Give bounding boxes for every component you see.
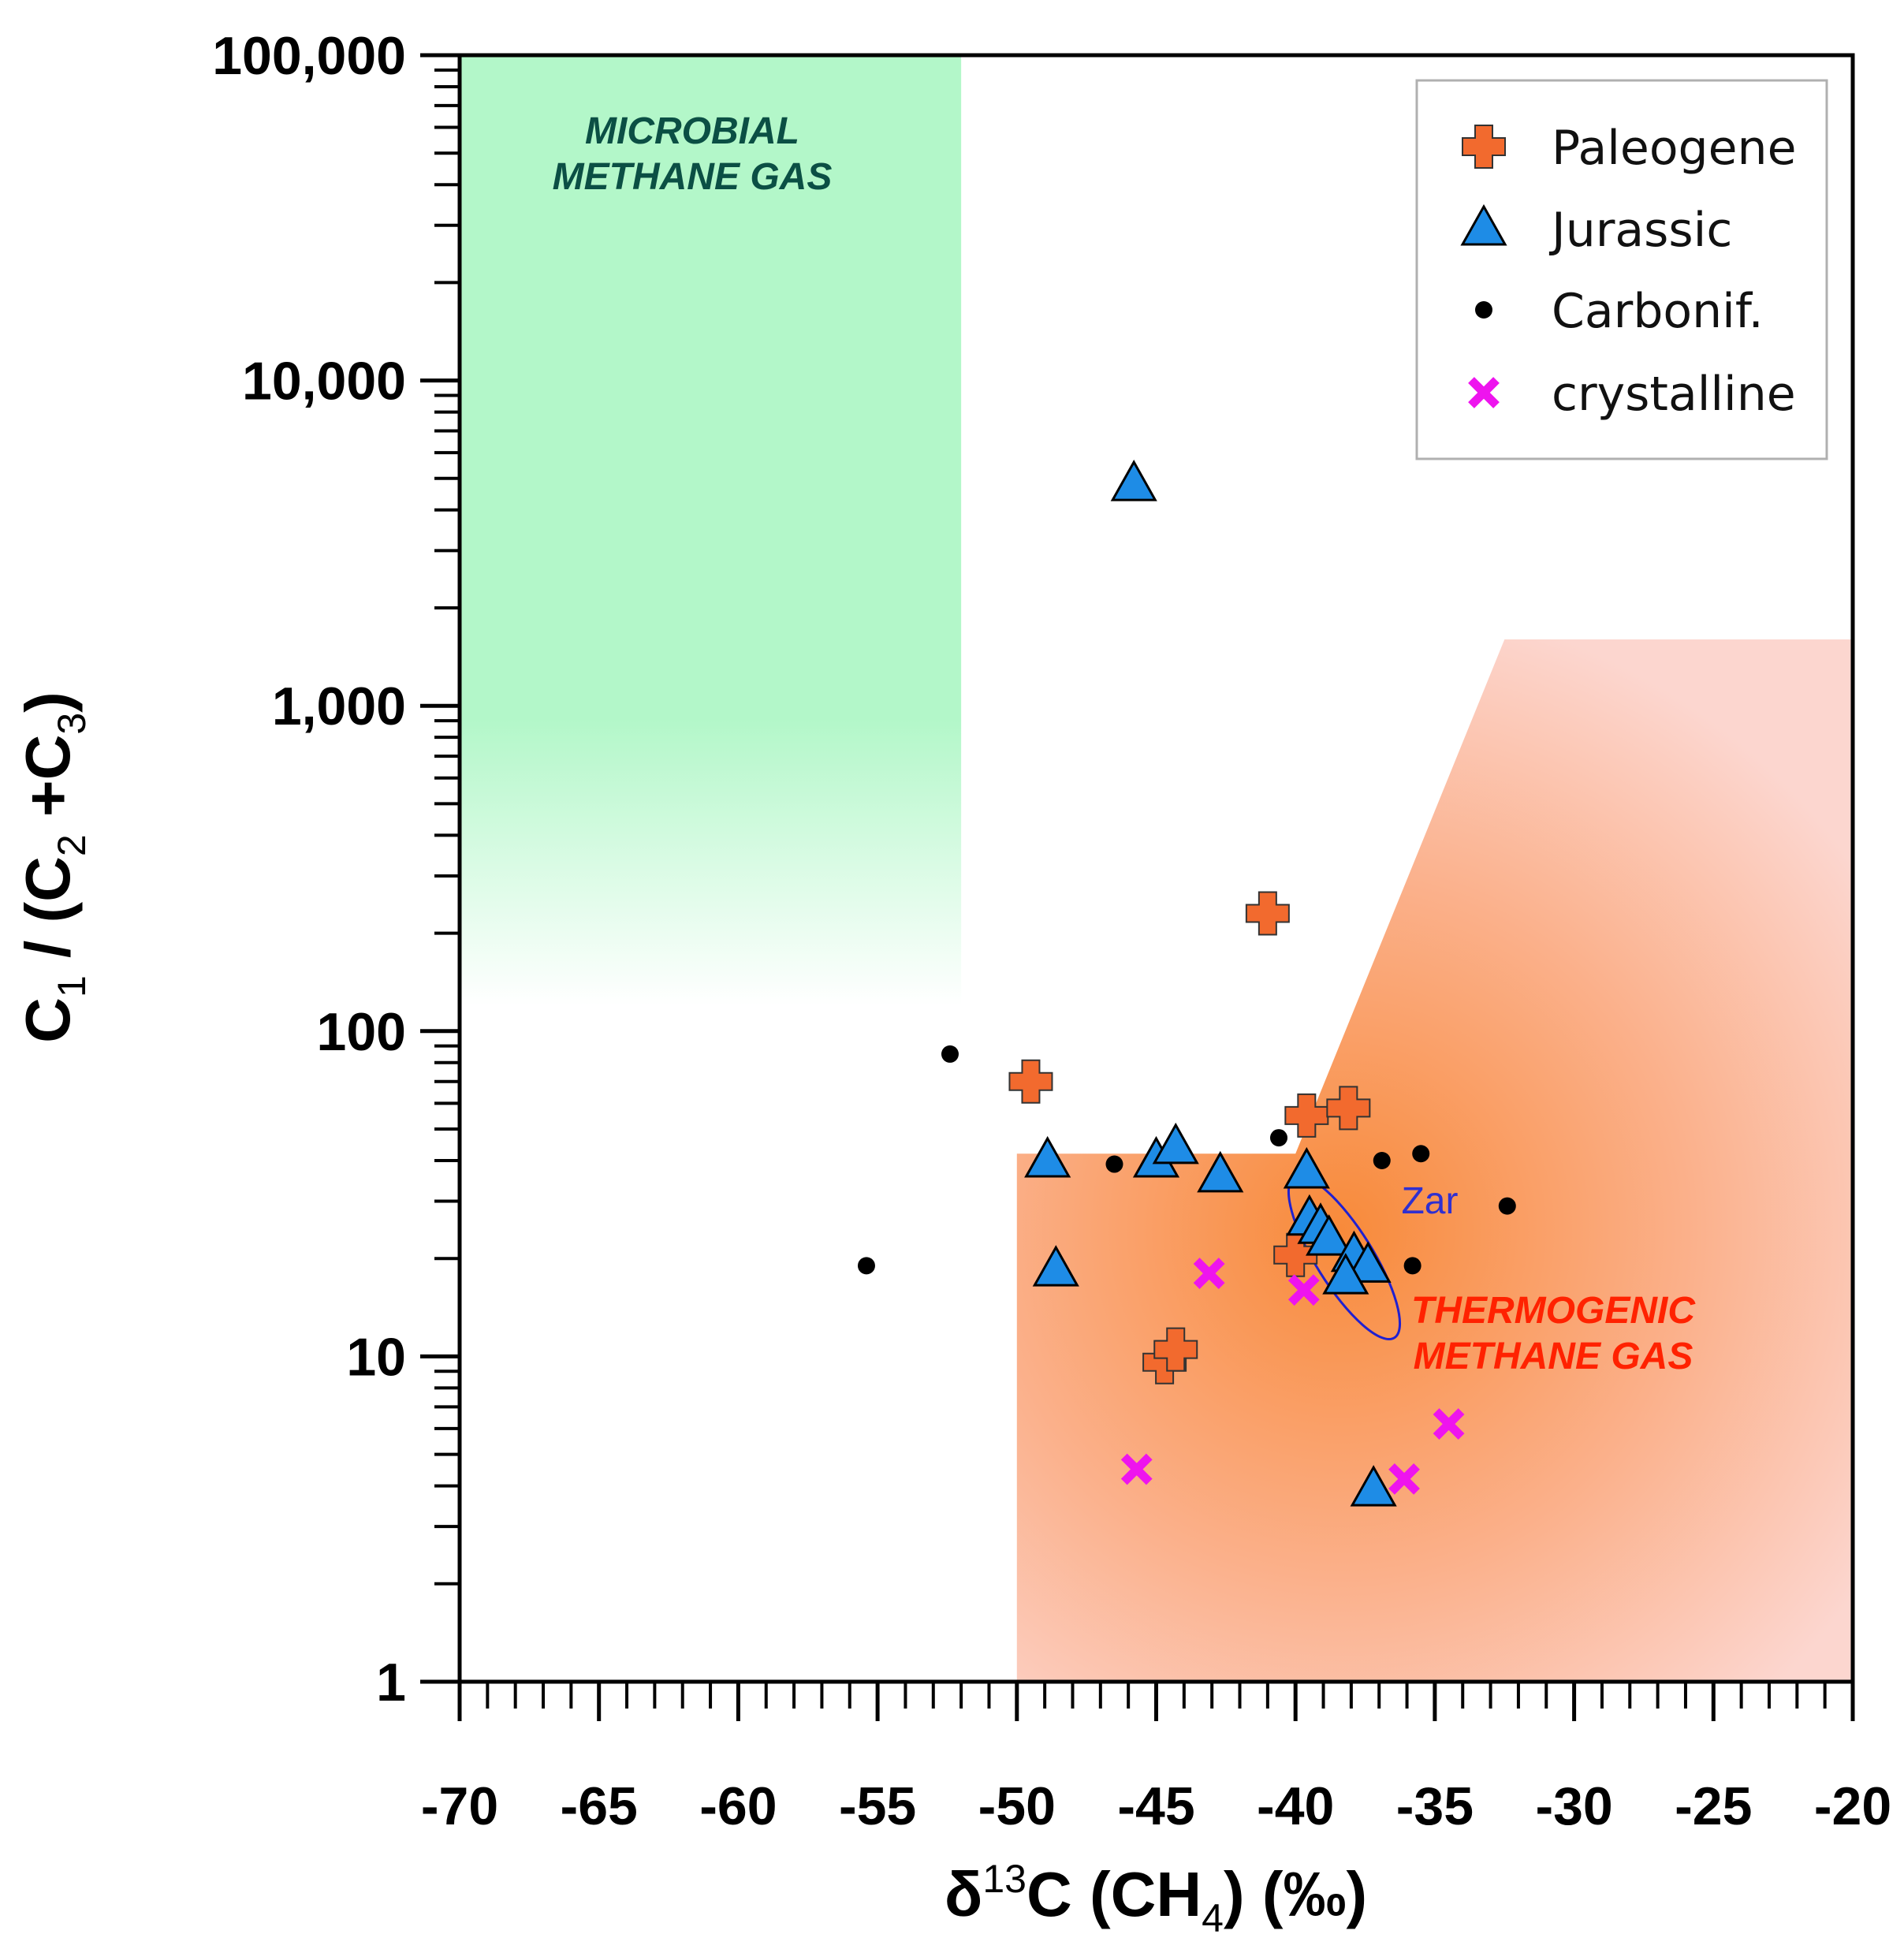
microbial-region [460,55,962,1006]
regions-layer [460,55,1853,1682]
x-tick-label: -50 [978,1776,1056,1836]
microbial-label-line1: MICROBIAL [585,110,799,152]
point-paleogene [1008,1059,1053,1104]
point-carbonif [857,1257,875,1275]
x-tick-label: -60 [699,1776,777,1836]
legend: Paleogene Jurassic Carbonif. crystalline [1415,79,1828,460]
point-carbonif [1498,1197,1516,1215]
point-carbonif [1373,1151,1391,1169]
legend-item-paleogene: Paleogene [1462,121,1797,176]
point-carbonif [1403,1257,1421,1275]
point-crystalline [1388,1463,1420,1495]
x-tick-label: -25 [1675,1776,1752,1836]
point-jurassic [1110,460,1157,501]
y-tick-label: 1,000 [272,676,406,736]
point-jurassic [1024,1135,1071,1178]
axis-titles: δ13C (CH4) (‰) C1 / (C2 +C3) [13,691,1367,1940]
y-tick-label: 10,000 [242,352,406,412]
point-jurassic [1152,1122,1199,1165]
legend-item-carbonif: Carbonif. [1475,284,1764,339]
y-tick-label: 1 [376,1653,406,1712]
legend-label: crystalline [1552,367,1796,422]
x-tick-label: -45 [1117,1776,1194,1836]
region-labels: MICROBIAL METHANE GAS THERMOGENIC METHAN… [553,110,1697,1377]
point-paleogene [1326,1086,1371,1131]
legend-label: Carbonif. [1552,284,1764,339]
point-jurassic [1283,1146,1330,1189]
y-tick-label: 10 [346,1327,406,1387]
point-jurassic [1350,1465,1397,1507]
axis-ticks [420,53,1855,1721]
point-paleogene [1245,891,1290,936]
legend-marker [1460,203,1507,246]
zar-annotation: Zar [1401,1180,1458,1222]
legend-marker [1475,301,1492,319]
thermogenic-label-line1: THERMOGENIC [1411,1290,1696,1332]
point-paleogene [1273,1232,1318,1277]
legend-label: Paleogene [1552,121,1797,176]
point-crystalline [1120,1453,1153,1485]
point-jurassic [1032,1245,1079,1287]
legend-marker [1468,377,1500,408]
legend-item-jurassic: Jurassic [1460,203,1732,258]
thermogenic-region [1016,639,1853,1682]
data-points [857,460,1516,1507]
point-paleogene [1284,1093,1329,1138]
point-carbonif [1105,1155,1123,1173]
point-crystalline [1287,1274,1320,1306]
point-jurassic [1197,1150,1244,1193]
point-carbonif [1269,1129,1287,1147]
point-jurassic [1322,1253,1369,1295]
point-carbonif [1412,1145,1430,1163]
point-paleogene [1153,1327,1198,1372]
x-tick-label: -40 [1257,1776,1334,1836]
legend-label: Jurassic [1548,203,1732,258]
point-crystalline [1193,1258,1225,1289]
x-tick-label: -20 [1814,1776,1891,1836]
thermogenic-label-line2: METHANE GAS [1414,1336,1693,1377]
x-tick-label: -30 [1535,1776,1612,1836]
point-jurassic [1344,1241,1392,1283]
x-axis-title: δ13C (CH4) (‰) [945,1857,1367,1940]
x-tick-label: -65 [561,1776,638,1836]
point-carbonif [941,1045,959,1063]
y-tick-label: 100,000 [212,26,406,86]
axis-tick-labels: -70 -65 -60 -55 -50 -45 -40 -35 -30 -25 -20 1 10 100 1… [212,26,1891,1836]
x-tick-label: -35 [1396,1776,1474,1836]
point-crystalline [1433,1408,1465,1440]
legend-marker [1462,125,1506,169]
point-jurassic [1306,1214,1353,1256]
y-axis-title: C1 / (C2 +C3) [13,691,94,1043]
legend-item-crystalline: crystalline [1468,367,1796,422]
microbial-label-line2: METHANE GAS [553,156,833,198]
x-tick-label: -70 [421,1776,498,1836]
y-tick-label: 100 [317,1002,406,1062]
x-tick-label: -55 [839,1776,916,1836]
